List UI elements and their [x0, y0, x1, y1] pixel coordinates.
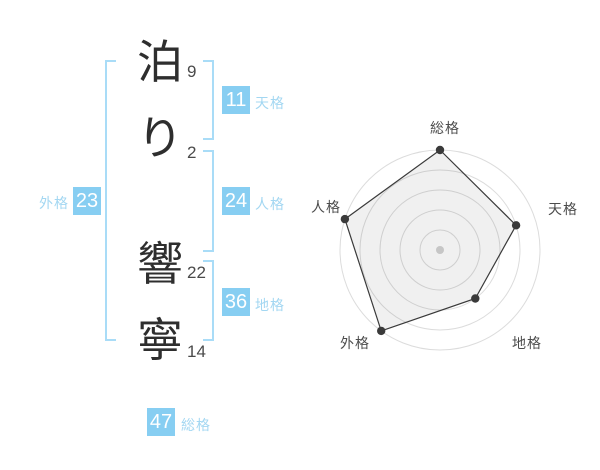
soukaku-score-badge: 47 — [147, 408, 175, 436]
gaikaku-bracket — [105, 60, 116, 341]
radar-axis-label-soukaku: 総格 — [430, 120, 460, 136]
radar-vertex-dot — [340, 214, 350, 224]
jinkaku-score-label: 人格 — [255, 196, 285, 212]
tenkaku-score-badge: 11 — [222, 86, 250, 114]
radar-data-polygon — [344, 149, 517, 332]
radar-vertex-dot — [471, 294, 480, 303]
kanji-character-1: 泊 — [137, 36, 183, 88]
radar-vertex-dot — [511, 221, 521, 230]
kanji-character-2: り — [137, 112, 183, 164]
radar-axis-label-tenkaku: 天格 — [548, 201, 578, 217]
tenkaku-score-label: 天格 — [255, 95, 285, 111]
chikaku-score-label: 地格 — [255, 297, 285, 313]
radar-grid-ring — [399, 209, 481, 291]
radar-chart — [339, 145, 541, 351]
radar-axis-label-jinkaku: 人格 — [311, 199, 341, 215]
jinkaku-score-badge: 24 — [222, 187, 250, 215]
radar-axis-label-gaikaku: 外格 — [340, 335, 370, 351]
radar-vertex-dot — [377, 326, 386, 336]
kanji-character-4: 寧 — [137, 314, 183, 366]
tenkaku-bracket — [203, 60, 214, 140]
kanji-character-3: 響 — [137, 238, 183, 290]
chikaku-bracket — [203, 260, 214, 341]
soukaku-score-label: 総格 — [181, 417, 211, 433]
radar-grid-ring — [359, 169, 521, 331]
radar-center-dot — [436, 246, 444, 254]
jinkaku-bracket — [203, 150, 214, 252]
chikaku-score-badge: 36 — [222, 288, 250, 316]
radar-grid-ring — [379, 189, 501, 311]
radar-grid-ring — [419, 229, 461, 271]
stroke-count-4: 14 — [187, 342, 206, 361]
stroke-count-2: 2 — [187, 143, 197, 162]
stroke-count-3: 22 — [187, 263, 206, 282]
radar-axis-label-chikaku: 地格 — [512, 335, 542, 351]
radar-vertex-dot — [435, 145, 445, 155]
gaikaku-score-label: 外格 — [39, 195, 69, 211]
gaikaku-score-badge: 23 — [73, 187, 101, 215]
stroke-count-1: 9 — [187, 62, 197, 81]
